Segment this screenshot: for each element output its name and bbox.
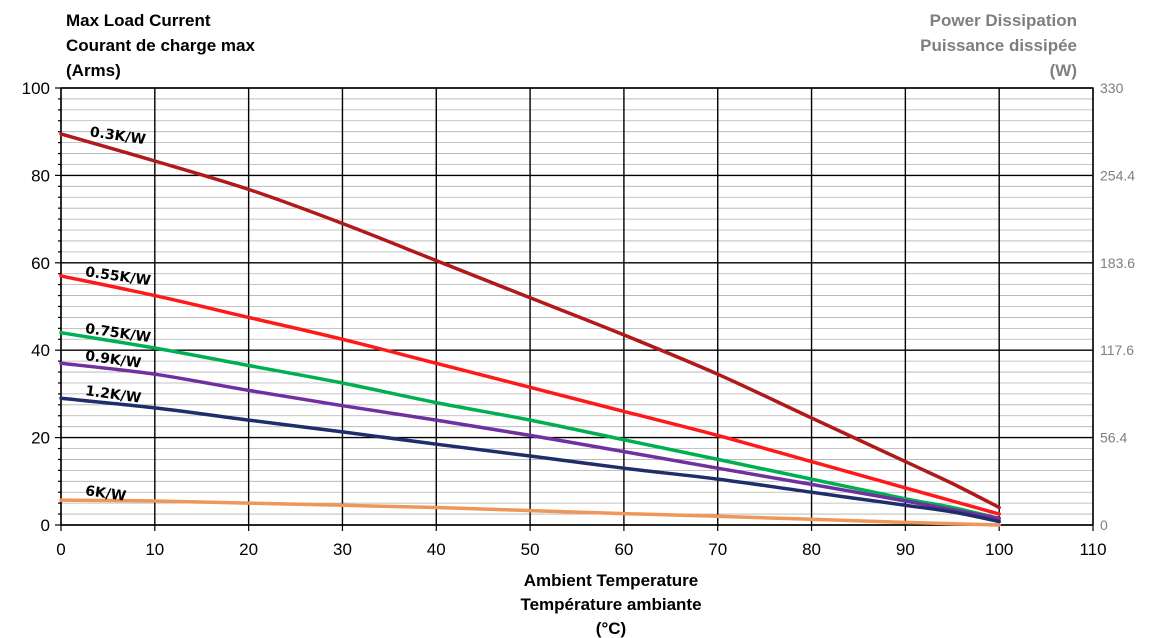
y-tick-label: 80 xyxy=(31,166,50,185)
series-label: 1.2K/W xyxy=(84,383,142,407)
x-tick-label: 100 xyxy=(985,540,1013,559)
y-tick-label: 40 xyxy=(31,341,50,360)
y-tick-label: 20 xyxy=(31,429,50,448)
series-line-0-75k-w xyxy=(59,330,1001,521)
minor-gridlines xyxy=(61,98,1093,515)
x-tick-label: 80 xyxy=(802,540,821,559)
y-axis-title-line-1: Max Load Current xyxy=(66,11,211,30)
series-line-0-3k-w xyxy=(59,132,1001,510)
x-tick-label: 50 xyxy=(521,540,540,559)
x-axis-title-line-3: (°C) xyxy=(596,619,626,638)
series-labels: 0.3K/W0.55K/W0.75K/W0.9K/W1.2K/W6K/W xyxy=(84,124,152,504)
series-label: 0.55K/W xyxy=(84,264,152,289)
y2-tick-label: 330 xyxy=(1100,80,1124,96)
y2-tick-label: 56.4 xyxy=(1100,430,1127,446)
y-axis-title-line-2: Courant de charge max xyxy=(66,36,255,55)
series-line-6k-w xyxy=(59,498,1001,527)
y2-tick-label: 117.6 xyxy=(1100,342,1134,358)
series-label: 0.9K/W xyxy=(84,348,142,372)
x-tick-label: 10 xyxy=(145,540,164,559)
x-tick-label: 70 xyxy=(708,540,727,559)
x-tick-label: 90 xyxy=(896,540,915,559)
x-tick-label: 60 xyxy=(614,540,633,559)
x-tick-label: 110 xyxy=(1079,540,1106,559)
series-label: 6K/W xyxy=(84,483,127,505)
plot-frame xyxy=(60,87,1094,526)
x-axis-title-line-1: Ambient Temperature xyxy=(524,571,698,590)
y-tick-label: 0 xyxy=(41,516,50,535)
y2-tick-label: 183.6 xyxy=(1100,255,1135,271)
y2-tick-label: 0 xyxy=(1100,517,1108,533)
series-line-0-9k-w xyxy=(59,361,1001,521)
tick-labels: 0 20 40 60 80 100 0 10 20 30 40 50 60 70 80 90 100 110 0 56… xyxy=(22,79,1136,559)
y2-tick-label: 254.4 xyxy=(1100,167,1135,183)
y2-axis-title-line-3: (W) xyxy=(1050,61,1077,80)
x-axis-title-line-2: Température ambiante xyxy=(520,595,701,614)
y-axis-title-line-3: (Arms) xyxy=(66,61,121,80)
x-tick-label: 40 xyxy=(427,540,446,559)
y2-axis-title-line-1: Power Dissipation xyxy=(930,11,1077,30)
y-tick-label: 100 xyxy=(22,79,50,98)
y-tick-label: 60 xyxy=(31,254,50,273)
axes xyxy=(55,87,1094,531)
series-label: 0.3K/W xyxy=(89,124,147,148)
series-line-0-55k-w xyxy=(59,274,1001,516)
y2-axis-title-line-2: Puissance dissipée xyxy=(920,36,1077,55)
x-tick-label: 20 xyxy=(239,540,258,559)
series-line-1-2k-w xyxy=(59,396,1001,524)
x-tick-label: 0 xyxy=(56,540,65,559)
series-curves xyxy=(59,132,1001,527)
x-tick-label: 30 xyxy=(333,540,352,559)
